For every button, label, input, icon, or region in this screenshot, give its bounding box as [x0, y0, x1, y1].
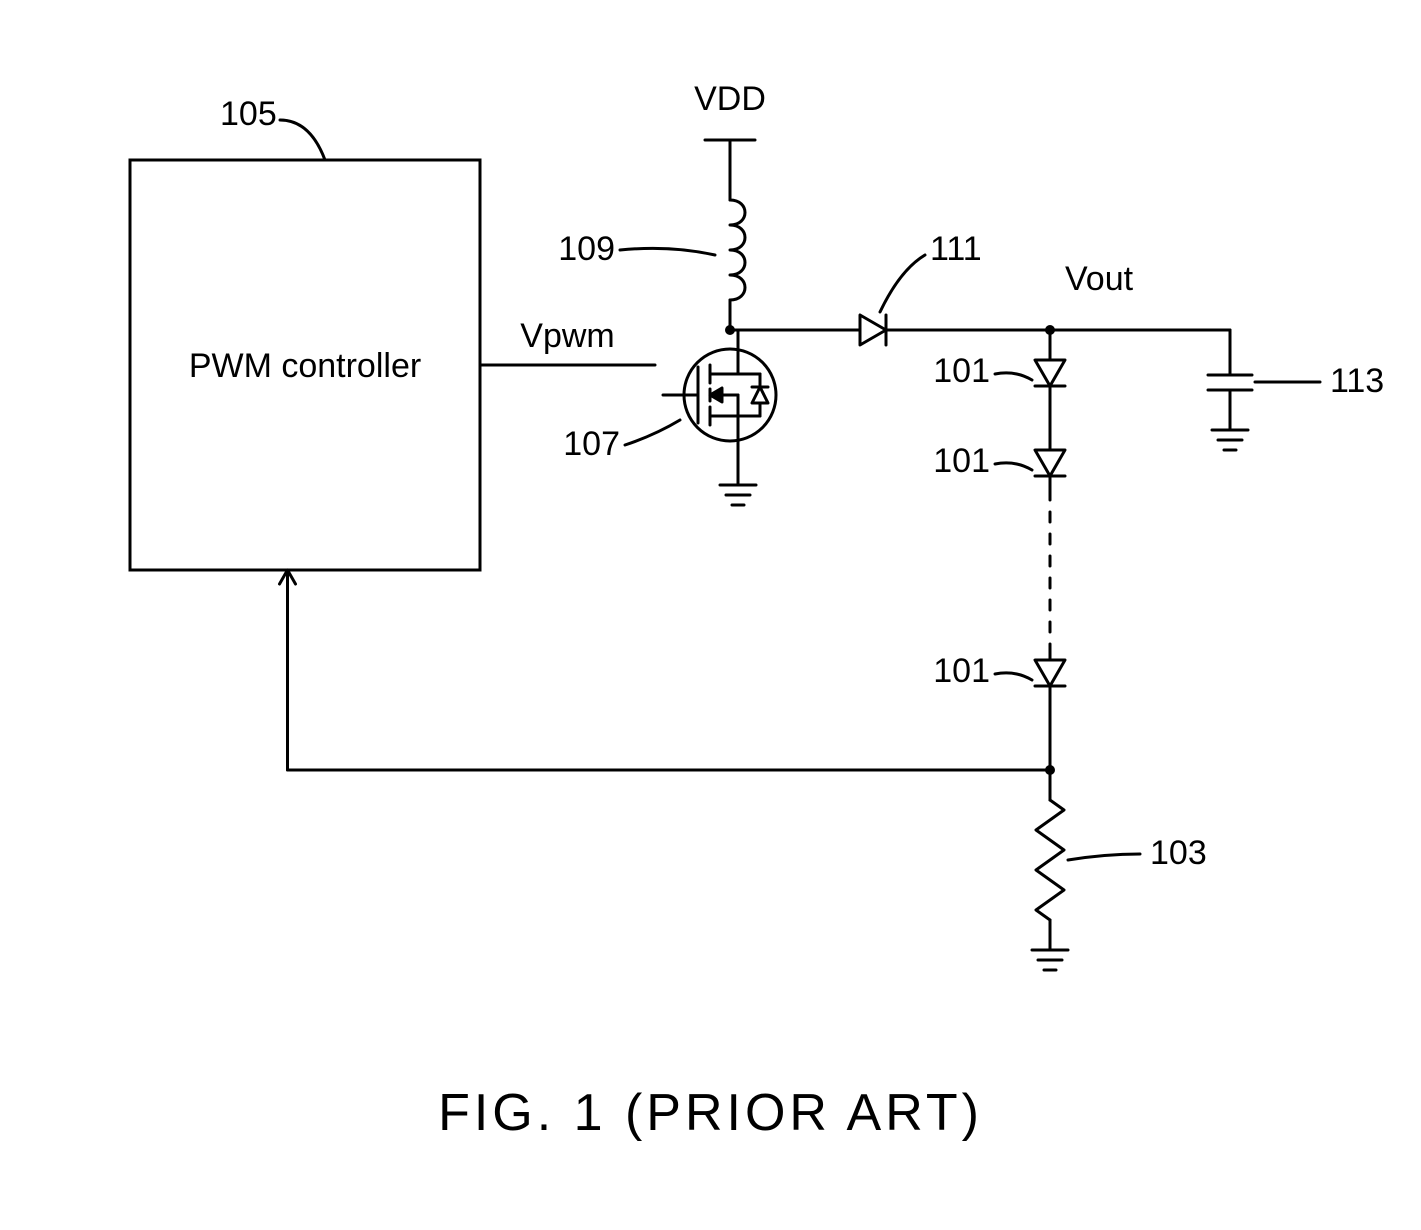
ref-105: 105: [220, 95, 277, 133]
ref-111: 111: [930, 230, 982, 268]
ref-109: 109: [558, 230, 615, 268]
ref-101: 101: [933, 652, 990, 690]
ref-101: 101: [933, 442, 990, 480]
vdd-label: VDD: [694, 80, 766, 118]
vout-label: Vout: [1065, 260, 1134, 298]
pwm-controller-label: PWM controller: [189, 347, 421, 385]
ref-103: 103: [1150, 834, 1207, 872]
figure-caption: FIG. 1 (PRIOR ART): [438, 1084, 983, 1142]
ref-107: 107: [563, 425, 620, 463]
ref-113: 113: [1330, 362, 1384, 400]
vpwm-label: Vpwm: [520, 317, 614, 355]
ref-101: 101: [933, 352, 990, 390]
